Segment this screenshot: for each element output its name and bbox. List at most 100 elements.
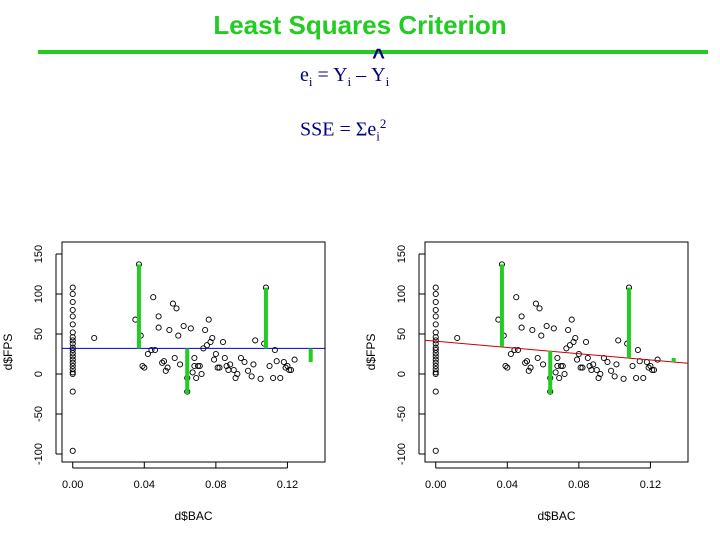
data-point bbox=[69, 359, 76, 366]
data-point bbox=[280, 358, 287, 366]
data-point bbox=[654, 356, 661, 363]
data-point bbox=[538, 332, 545, 339]
data-point bbox=[227, 361, 234, 368]
x-axis-title: d$BAC bbox=[537, 509, 575, 523]
y-tick-label: -100 bbox=[396, 443, 408, 465]
data-point bbox=[160, 358, 168, 365]
data-point bbox=[207, 338, 214, 346]
data-point bbox=[552, 369, 559, 376]
data-point bbox=[593, 366, 600, 374]
equals-sign: = bbox=[317, 64, 329, 86]
data-point bbox=[590, 361, 597, 368]
data-point bbox=[525, 367, 532, 374]
regression-line bbox=[424, 339, 689, 364]
x-tick-label: 0.04 bbox=[134, 479, 155, 491]
data-point bbox=[266, 362, 273, 370]
data-point bbox=[252, 337, 259, 344]
e-subscript: i bbox=[308, 74, 313, 89]
data-point bbox=[432, 356, 439, 363]
data-point bbox=[223, 362, 230, 370]
x-tick-label: 0.08 bbox=[205, 479, 226, 491]
data-point bbox=[572, 334, 579, 342]
data-point bbox=[193, 374, 200, 382]
data-point bbox=[554, 354, 561, 362]
data-point bbox=[177, 361, 184, 368]
data-point bbox=[69, 346, 76, 354]
data-point bbox=[69, 350, 76, 357]
data-point bbox=[69, 369, 76, 376]
data-point bbox=[69, 298, 76, 306]
data-point bbox=[245, 367, 252, 374]
slide-title: Least Squares Criterion bbox=[213, 10, 507, 40]
data-point bbox=[532, 300, 539, 307]
data-point bbox=[432, 369, 439, 376]
data-point bbox=[513, 294, 520, 301]
y-tick-label: 100 bbox=[33, 285, 45, 303]
minus-sign: – bbox=[356, 64, 367, 86]
residual-equation: ei = Yi – ^ Yi bbox=[300, 44, 389, 90]
data-point bbox=[432, 337, 439, 344]
data-point bbox=[432, 313, 439, 320]
data-point bbox=[529, 326, 536, 334]
x-axis-title: d$BAC bbox=[174, 509, 212, 523]
data-point bbox=[198, 370, 205, 378]
data-point bbox=[634, 346, 641, 354]
data-point bbox=[148, 346, 155, 354]
data-point bbox=[565, 326, 572, 334]
data-point bbox=[650, 366, 658, 374]
data-point bbox=[150, 294, 157, 301]
data-point bbox=[237, 354, 244, 362]
data-point bbox=[196, 362, 203, 370]
data-point bbox=[586, 362, 593, 370]
x-tick-label: 0.12 bbox=[640, 479, 661, 491]
y-tick-label: 100 bbox=[396, 285, 408, 303]
data-point bbox=[286, 366, 293, 374]
data-point bbox=[151, 346, 159, 354]
e-symbol: e bbox=[300, 64, 309, 86]
data-point bbox=[209, 334, 216, 342]
data-point bbox=[69, 334, 76, 341]
data-point bbox=[202, 326, 209, 334]
data-point bbox=[584, 354, 591, 362]
data-point bbox=[454, 334, 461, 342]
data-point bbox=[523, 358, 531, 365]
data-point bbox=[69, 306, 76, 314]
data-point bbox=[522, 359, 529, 366]
data-point bbox=[69, 284, 76, 291]
data-point bbox=[561, 370, 568, 378]
data-point bbox=[211, 356, 218, 363]
y-tick-label: 50 bbox=[396, 328, 408, 340]
data-point bbox=[69, 313, 76, 320]
data-point bbox=[540, 361, 547, 368]
scatter-plot-1: -100 -50 0 50 100 150 0.00 0.04 0.08 0.12 d$BAC d$F… bbox=[1, 241, 326, 523]
data-point bbox=[230, 366, 237, 374]
yhat-symbol: ^ Y bbox=[371, 44, 385, 87]
data-point bbox=[633, 374, 640, 382]
data-point bbox=[518, 313, 525, 320]
data-point bbox=[502, 362, 509, 370]
data-point bbox=[205, 316, 212, 323]
data-point bbox=[141, 364, 148, 371]
data-point bbox=[527, 364, 534, 371]
data-point bbox=[194, 362, 202, 370]
data-point bbox=[613, 361, 620, 368]
data-point bbox=[250, 361, 257, 368]
data-point bbox=[155, 324, 162, 331]
data-point bbox=[221, 354, 228, 362]
data-point bbox=[615, 337, 622, 344]
data-point bbox=[507, 350, 514, 358]
data-point bbox=[556, 374, 563, 382]
data-point bbox=[432, 298, 439, 306]
data-point bbox=[550, 325, 557, 332]
data-point bbox=[432, 321, 439, 328]
x-tick-label: 0.12 bbox=[277, 479, 298, 491]
data-point bbox=[595, 374, 602, 382]
data-point bbox=[257, 375, 264, 382]
data-point bbox=[432, 284, 439, 291]
data-point bbox=[277, 374, 284, 382]
data-point bbox=[432, 370, 439, 378]
data-point bbox=[162, 367, 169, 374]
data-point bbox=[568, 316, 575, 323]
data-point bbox=[647, 362, 654, 370]
